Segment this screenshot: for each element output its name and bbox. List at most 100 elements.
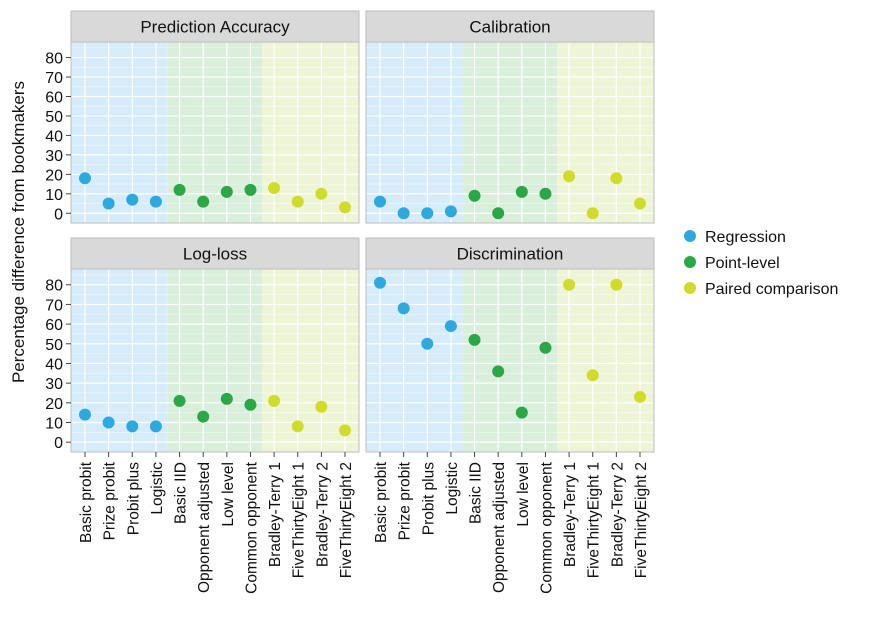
data-point [515,185,528,198]
y-tick-label: 20 [45,167,63,184]
data-point [468,189,481,202]
facet-title: Log-loss [183,245,247,264]
data-point [539,187,552,200]
x-tick-label: Basic probit [78,461,95,543]
data-point [244,183,257,196]
data-point [126,193,139,206]
data-point [421,337,434,350]
legend-marker [684,256,696,268]
x-tick-label: FiveThirtyEight 1 [291,462,308,578]
x-tick-label: Basic probit [373,461,390,543]
x-tick-label: Opponent adjusted [491,462,508,593]
x-tick-label: Probit plus [420,462,437,535]
x-tick-label: Low level [515,462,532,527]
y-tick-label: 70 [45,70,63,87]
legend-label: Paired comparison [705,281,838,298]
data-point [444,205,457,218]
data-point [268,181,281,194]
data-point [634,390,646,403]
legend-marker [684,230,696,242]
group-band-paired-comparison [262,269,359,452]
x-tick-label: Common opponent [243,461,260,594]
data-point [291,420,304,433]
x-tick-label: Low level [220,462,237,527]
y-tick-label: 80 [45,51,63,68]
y-tick-label: 10 [45,187,63,204]
data-point [634,197,646,210]
x-tick-label: Bradley-Terry 2 [314,462,331,567]
facet-title: Discrimination [457,245,564,264]
x-tick-label: Opponent adjusted [196,462,213,593]
x-tick-label: Basic IID [173,462,190,524]
data-point [126,420,139,433]
y-tick-label: 20 [45,396,63,413]
y-tick-label: 60 [45,317,63,334]
data-point [315,400,328,413]
legend-marker [684,282,696,294]
data-point [79,408,91,421]
data-point [610,278,623,291]
data-point [374,195,386,208]
facet-strip [365,237,655,270]
data-point [291,195,304,208]
group-band-regression [366,42,463,223]
data-point [149,420,162,433]
x-tick-label: Prize probit [397,461,414,540]
x-tick-label: Bradley-Terry 1 [562,462,579,567]
data-point [610,172,623,185]
data-point [374,276,386,289]
group-band-regression [71,42,168,223]
data-point [197,195,210,208]
y-tick-label: 80 [45,278,63,295]
x-tick-label: Bradley-Terry 1 [267,462,284,567]
facet-strip [70,10,360,43]
group-band-paired-comparison [557,42,654,223]
data-point [586,369,599,382]
facet-strip [365,10,655,43]
data-point [563,278,576,291]
data-point [515,406,528,419]
y-tick-label: 0 [54,435,63,452]
facet-strip [70,237,360,270]
x-tick-label: Basic IID [468,462,485,524]
y-tick-label: 40 [45,128,63,145]
data-point [397,207,410,220]
data-point [197,410,210,423]
y-tick-label: 30 [45,148,63,165]
data-point [444,320,457,333]
y-tick-label: 0 [54,206,63,223]
y-axis-label: Percentage difference from bookmakers [9,81,28,383]
y-tick-label: 60 [45,89,63,106]
y-tick-label: 50 [45,109,63,126]
x-tick-label: Probit plus [125,462,142,535]
x-tick-label: FiveThirtyEight 2 [338,462,355,578]
data-point [421,207,434,220]
y-tick-label: 30 [45,376,63,393]
data-point [586,207,599,220]
data-point [102,197,115,210]
data-point [397,302,410,315]
legend-label: Point-level [705,255,780,272]
group-band-regression [366,269,463,452]
data-point [102,416,115,429]
data-point [339,424,351,437]
y-tick-label: 40 [45,356,63,373]
x-tick-label: Logistic [444,462,461,515]
data-point [315,187,328,200]
data-point [173,183,186,196]
x-tick-label: Prize probit [102,461,119,540]
x-tick-label: FiveThirtyEight 1 [586,462,603,578]
x-tick-label: Logistic [149,462,166,515]
data-point [492,207,505,220]
y-tick-label: 10 [45,415,63,432]
data-point [149,195,162,208]
data-point [244,398,257,411]
facet-title: Calibration [469,18,550,37]
x-tick-label: Common opponent [538,461,555,594]
group-band-regression [71,269,168,452]
x-tick-label: Bradley-Terry 2 [609,462,626,567]
data-point [468,333,481,346]
group-band-point-level [462,269,558,452]
facet-title: Prediction Accuracy [140,18,290,37]
